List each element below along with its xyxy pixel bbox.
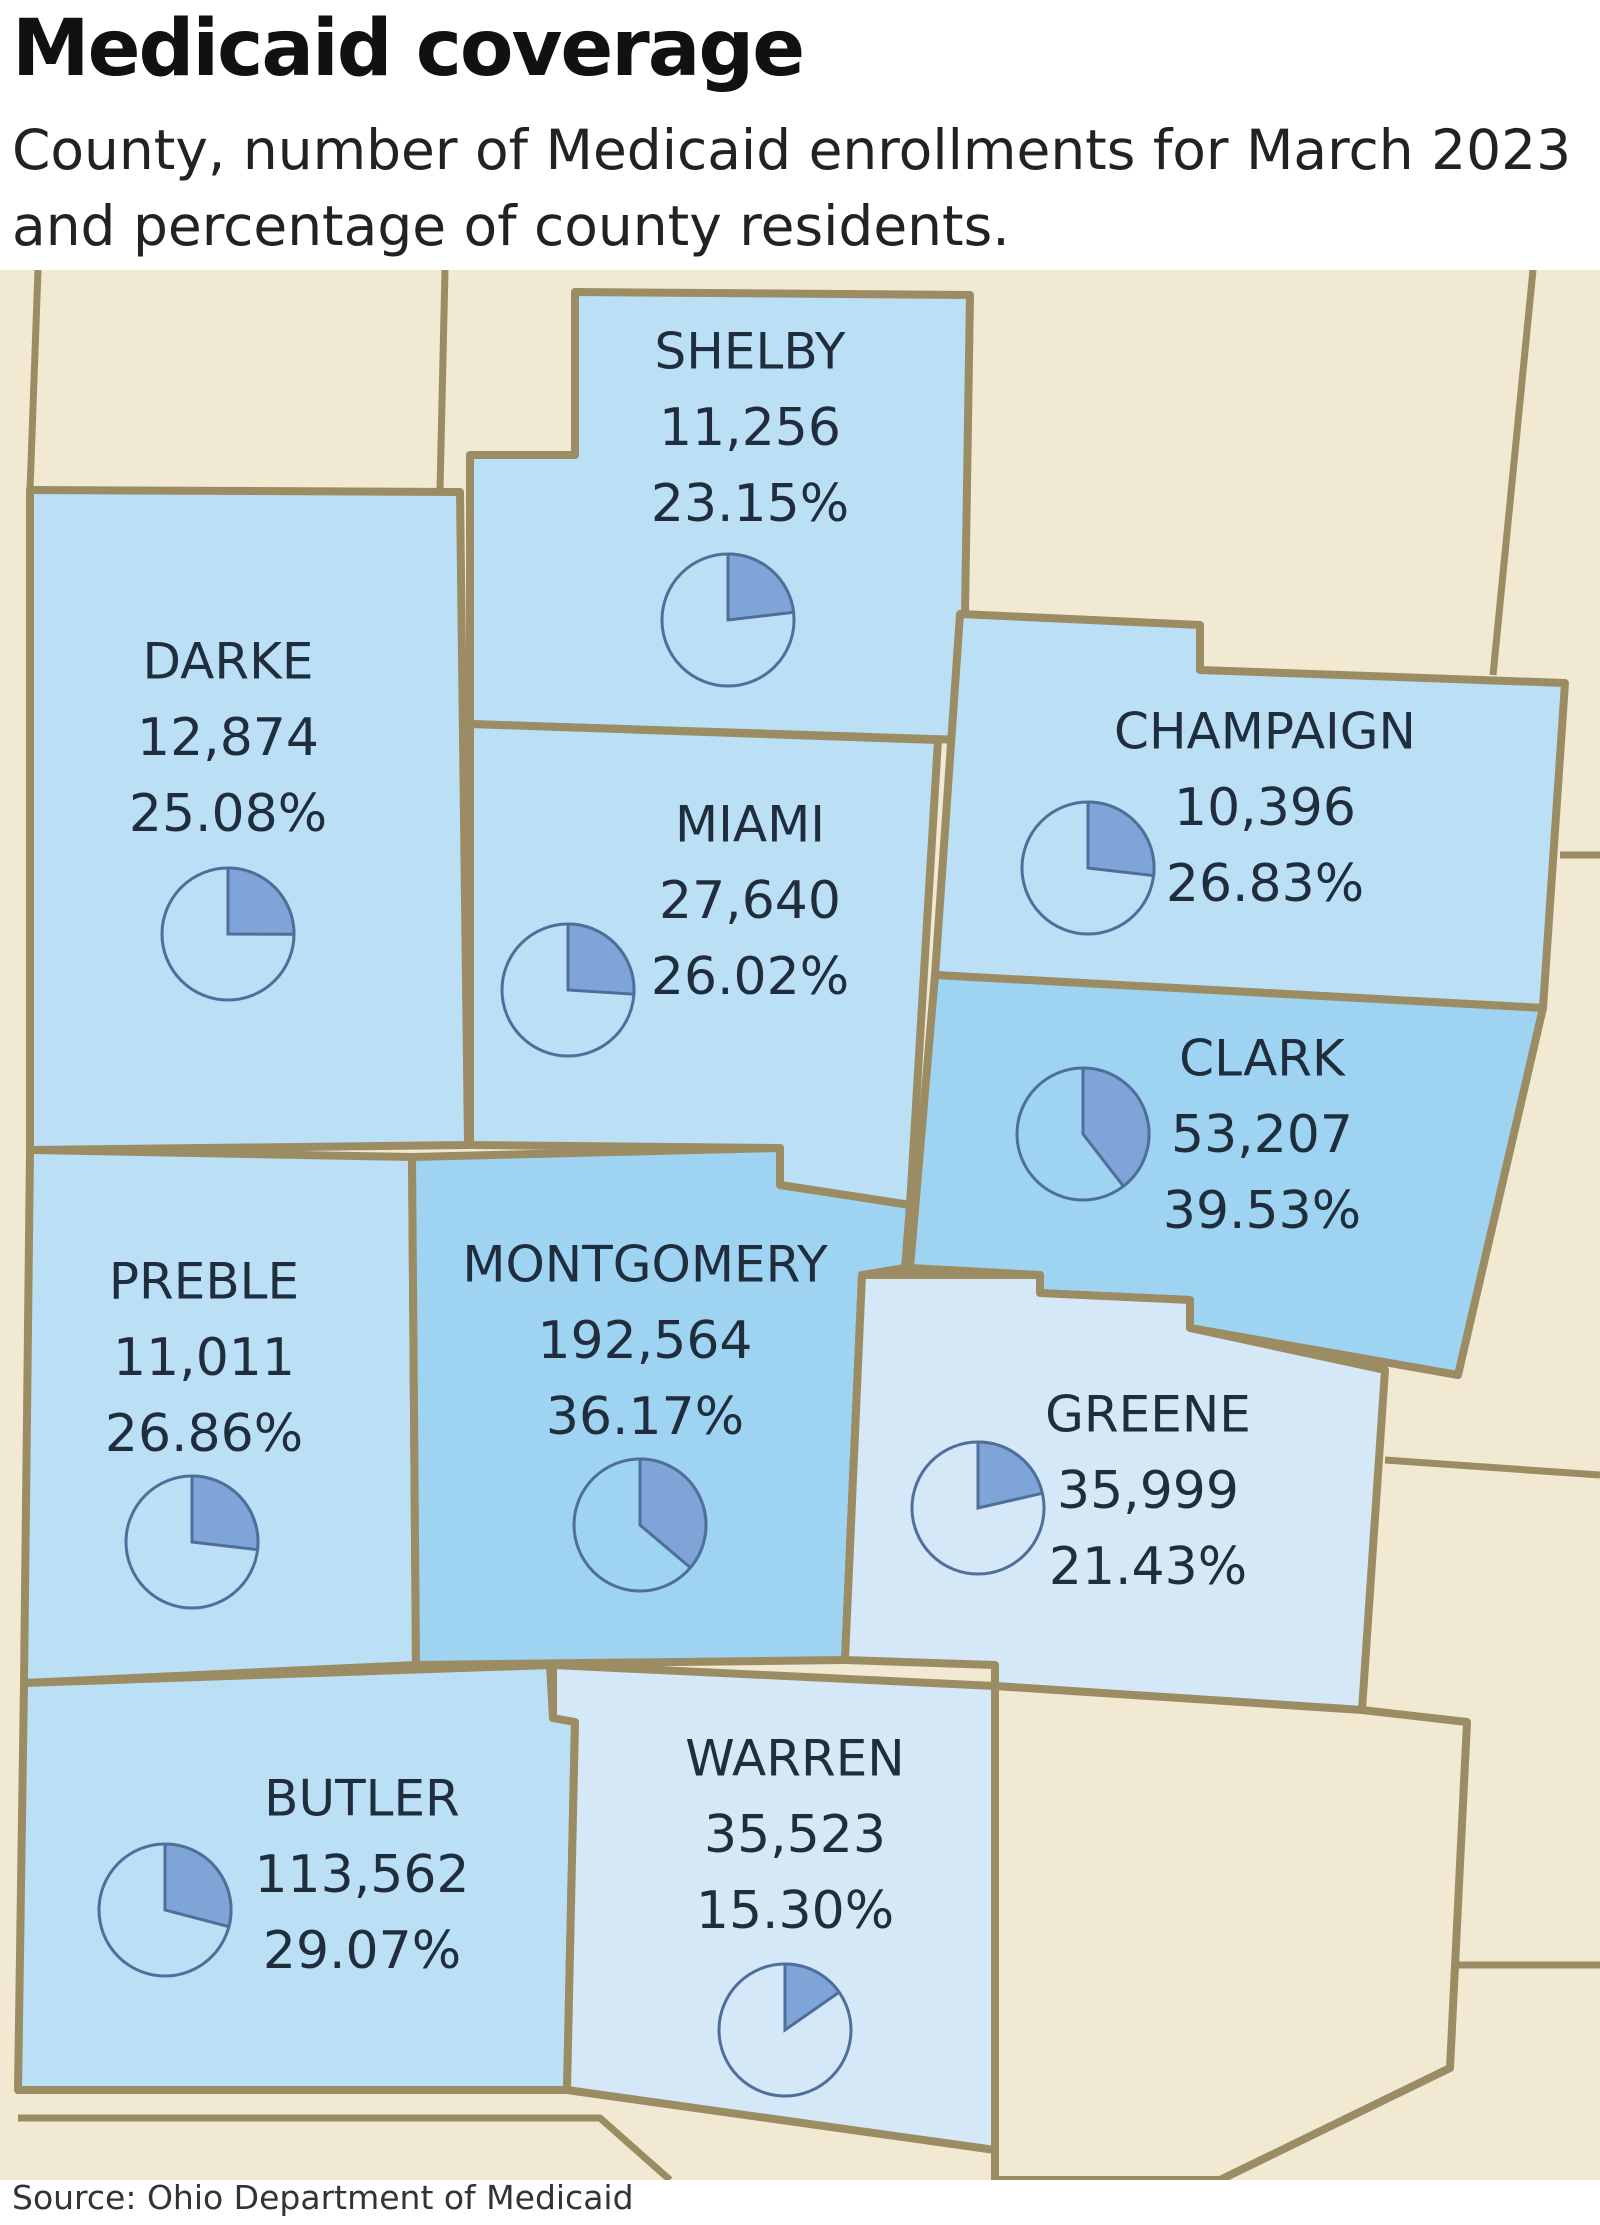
- pie-slice: [976, 1440, 1045, 1510]
- county-labels: SHELBY 11,256 23.15% DARKE 12,874 25.08% MIAMI…: [105, 323, 1416, 1982]
- county-darke-percent: 25.08%: [129, 784, 327, 844]
- county-darke-enrollments: 12,874: [137, 708, 319, 768]
- chart-title: Medicaid coverage: [12, 4, 805, 94]
- county-champaign-name: CHAMPAIGN: [1114, 703, 1416, 761]
- pie-slice: [1086, 800, 1156, 878]
- county-preble-enrollments: 11,011: [113, 1328, 295, 1388]
- county-preble-percent: 26.86%: [105, 1404, 303, 1464]
- county-montgomery-percent: 36.17%: [546, 1387, 744, 1447]
- county-preble-pie: [124, 1474, 260, 1610]
- county-warren-enrollments: 35,523: [704, 1805, 886, 1865]
- source-note: Source: Ohio Department of Medicaid: [12, 2178, 634, 2217]
- county-montgomery-name: MONTGOMERY: [462, 1236, 828, 1294]
- county-butler-pie: [97, 1842, 233, 1978]
- county-butler-percent: 29.07%: [263, 1921, 461, 1981]
- county-clark-enrollments: 53,207: [1171, 1105, 1353, 1165]
- pie-slice: [783, 1962, 842, 2033]
- county-miami-enrollments: 27,640: [659, 871, 841, 931]
- county-greene-pie: [910, 1440, 1046, 1576]
- county-miami-percent: 26.02%: [651, 947, 849, 1007]
- county-warren-percent: 15.30%: [696, 1881, 894, 1941]
- county-warren-name: WARREN: [685, 1730, 904, 1788]
- county-greene-enrollments: 35,999: [1057, 1461, 1239, 1521]
- neighbor-borders: [18, 270, 1600, 2180]
- county-miami-name: MIAMI: [675, 796, 825, 854]
- county-warren-pie: [717, 1962, 853, 2098]
- pie-slice: [566, 922, 636, 996]
- county-greene-name: GREENE: [1045, 1386, 1251, 1444]
- county-champaign-enrollments: 10,396: [1174, 778, 1356, 838]
- county-champaign-pie: [1020, 800, 1156, 936]
- county-butler-name: BUTLER: [264, 1770, 460, 1828]
- county-champaign-percent: 26.83%: [1166, 854, 1364, 914]
- county-miami-pie: [500, 922, 636, 1058]
- pie-slice: [726, 552, 796, 622]
- county-clark-pie: [1015, 1066, 1151, 1202]
- county-shapes: [14, 288, 1569, 2180]
- pie-slice: [226, 866, 296, 936]
- county-preble-name: PREBLE: [109, 1253, 299, 1311]
- county-montgomery-pie: [572, 1457, 708, 1593]
- county-pies: [97, 552, 1156, 2098]
- county-montgomery-enrollments: 192,564: [537, 1311, 752, 1371]
- pie-slice: [638, 1457, 708, 1570]
- county-shelby-name: SHELBY: [655, 323, 846, 381]
- county-shelby-enrollments: 11,256: [659, 398, 841, 458]
- county-greene-percent: 21.43%: [1049, 1537, 1247, 1597]
- pie-slice: [1081, 1066, 1151, 1189]
- county-darke-pie: [160, 866, 296, 1002]
- county-shape-greene: [841, 1271, 1389, 1714]
- county-butler-enrollments: 113,562: [254, 1845, 469, 1905]
- county-shelby-pie: [660, 552, 796, 688]
- chart-subtitle: County, number of Medicaid enrollments f…: [12, 118, 1572, 258]
- county-shape-empty: [991, 1682, 1471, 2180]
- county-darke-name: DARKE: [143, 633, 314, 691]
- county-clark-percent: 39.53%: [1163, 1181, 1361, 1241]
- county-shelby-percent: 23.15%: [651, 474, 849, 534]
- pie-slice: [163, 1842, 233, 1929]
- pie-slice: [190, 1474, 260, 1552]
- county-clark-name: CLARK: [1179, 1030, 1346, 1088]
- county-map: SHELBY 11,256 23.15% DARKE 12,874 25.08% MIAMI…: [0, 270, 1600, 2180]
